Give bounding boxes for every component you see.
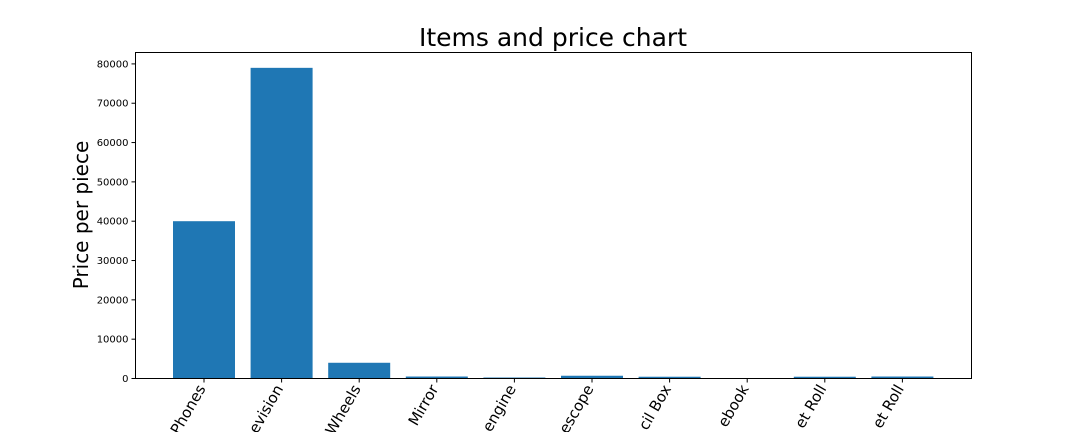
- x-tick-label: Mirror: [405, 381, 443, 429]
- bar-3: [328, 363, 390, 379]
- x-tick-label: Phones: [167, 381, 210, 432]
- y-axis: 0 10000 20000 30000 40000 50000 60000 70000 8000…: [97, 59, 136, 385]
- y-tick-label: 0: [122, 374, 128, 385]
- y-tick-label: 70000: [97, 99, 129, 110]
- bars-group: [173, 68, 933, 379]
- chart-title: Items and price chart: [419, 23, 687, 52]
- y-tick-label: 30000: [97, 256, 129, 267]
- x-tick-label: et Roll: [791, 382, 830, 432]
- bar-2: [251, 68, 313, 379]
- y-tick-label: 60000: [97, 138, 129, 149]
- y-tick-label: 40000: [97, 217, 129, 228]
- x-tick-label: escope: [555, 382, 597, 433]
- x-axis: Phones evision Wheels Mirror engine escope cil…: [167, 379, 908, 433]
- y-tick-label: 50000: [97, 177, 129, 188]
- x-tick-label: cil Box: [635, 381, 675, 432]
- x-tick-label: evision: [245, 382, 287, 433]
- x-tick-label: et Roll: [869, 382, 908, 432]
- y-tick-label: 20000: [97, 295, 129, 306]
- y-tick-label: 80000: [97, 59, 129, 70]
- bar-1: [173, 221, 235, 378]
- x-tick-label: ebook: [714, 381, 753, 430]
- y-axis-label: Price per piece: [69, 141, 93, 290]
- y-tick-label: 10000: [97, 335, 129, 346]
- x-tick-label: engine: [479, 382, 520, 433]
- x-tick-label: Wheels: [322, 381, 365, 432]
